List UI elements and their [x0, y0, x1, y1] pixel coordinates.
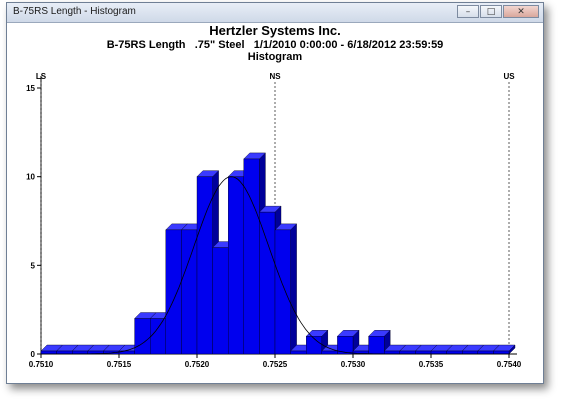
minimize-button[interactable]: –: [457, 5, 479, 18]
bar-front: [165, 229, 182, 355]
title-bar[interactable]: B-75RS Length - Histogram – □ ✕: [7, 3, 543, 23]
bar-front: [462, 350, 479, 355]
histogram-chart: Hertzler Systems Inc. B-75RS Length .75"…: [26, 23, 522, 369]
bar-front: [56, 350, 73, 355]
bar-front: [227, 176, 244, 355]
window-controls: – □ ✕: [456, 5, 539, 18]
bar-front: [446, 350, 463, 355]
bar-front: [259, 211, 276, 355]
x-tick-label: 0.7530: [341, 360, 366, 369]
y-tick-label: 10: [26, 173, 35, 182]
histogram-bar: [336, 329, 360, 355]
bar-front: [134, 318, 151, 355]
close-button[interactable]: ✕: [503, 5, 539, 18]
histogram-bar: [368, 329, 391, 355]
bar-front: [430, 350, 447, 355]
bar-front: [212, 247, 229, 355]
spec-label-ns: NS: [269, 72, 281, 81]
bar-front: [477, 350, 494, 355]
normal-curve-line: [41, 176, 509, 355]
spec-label-ls: LS: [36, 72, 47, 81]
bar-side: [290, 223, 297, 355]
x-tick-label: 0.7535: [419, 360, 444, 369]
x-tick-label: 0.7510: [29, 360, 54, 369]
x-tick-label: 0.7525: [263, 360, 288, 369]
bar-front: [306, 336, 323, 355]
histogram-bar: [274, 223, 298, 355]
chart-subtitle: B-75RS Length .75" Steel 1/1/2010 0:00:0…: [107, 39, 444, 51]
x-tick-label: 0.7515: [107, 360, 132, 369]
bar-front: [290, 350, 307, 355]
bar-front: [274, 229, 291, 355]
chart-subtitle-2: Histogram: [248, 51, 303, 63]
bar-front: [368, 336, 385, 355]
chart-area: Hertzler Systems Inc. B-75RS Length .75"…: [7, 23, 543, 382]
normal-curve: [41, 176, 509, 355]
bar-front: [243, 158, 260, 355]
y-tick-label: 5: [31, 261, 36, 270]
chart-title: Hertzler Systems Inc.: [209, 23, 341, 38]
bars: [40, 152, 516, 355]
bar-front: [40, 350, 57, 355]
x-tick-label: 0.7540: [497, 360, 522, 369]
histogram-window: B-75RS Length - Histogram – □ ✕ Hertzler…: [6, 2, 544, 384]
window-title: B-75RS Length - Histogram: [13, 6, 136, 17]
bar-front: [399, 350, 416, 355]
spec-label-us: US: [503, 72, 515, 81]
bar-front: [337, 336, 354, 355]
bar-front: [321, 350, 338, 355]
bar-front: [384, 350, 401, 355]
x-tick-label: 0.7520: [185, 360, 210, 369]
bar-front: [415, 350, 432, 355]
y-tick-label: 0: [31, 350, 36, 359]
bar-front: [149, 318, 166, 355]
y-tick-label: 15: [26, 84, 35, 93]
maximize-button[interactable]: □: [480, 5, 502, 18]
bar-front: [493, 350, 510, 355]
bar-front: [181, 229, 198, 355]
histogram-bar: [492, 344, 516, 355]
